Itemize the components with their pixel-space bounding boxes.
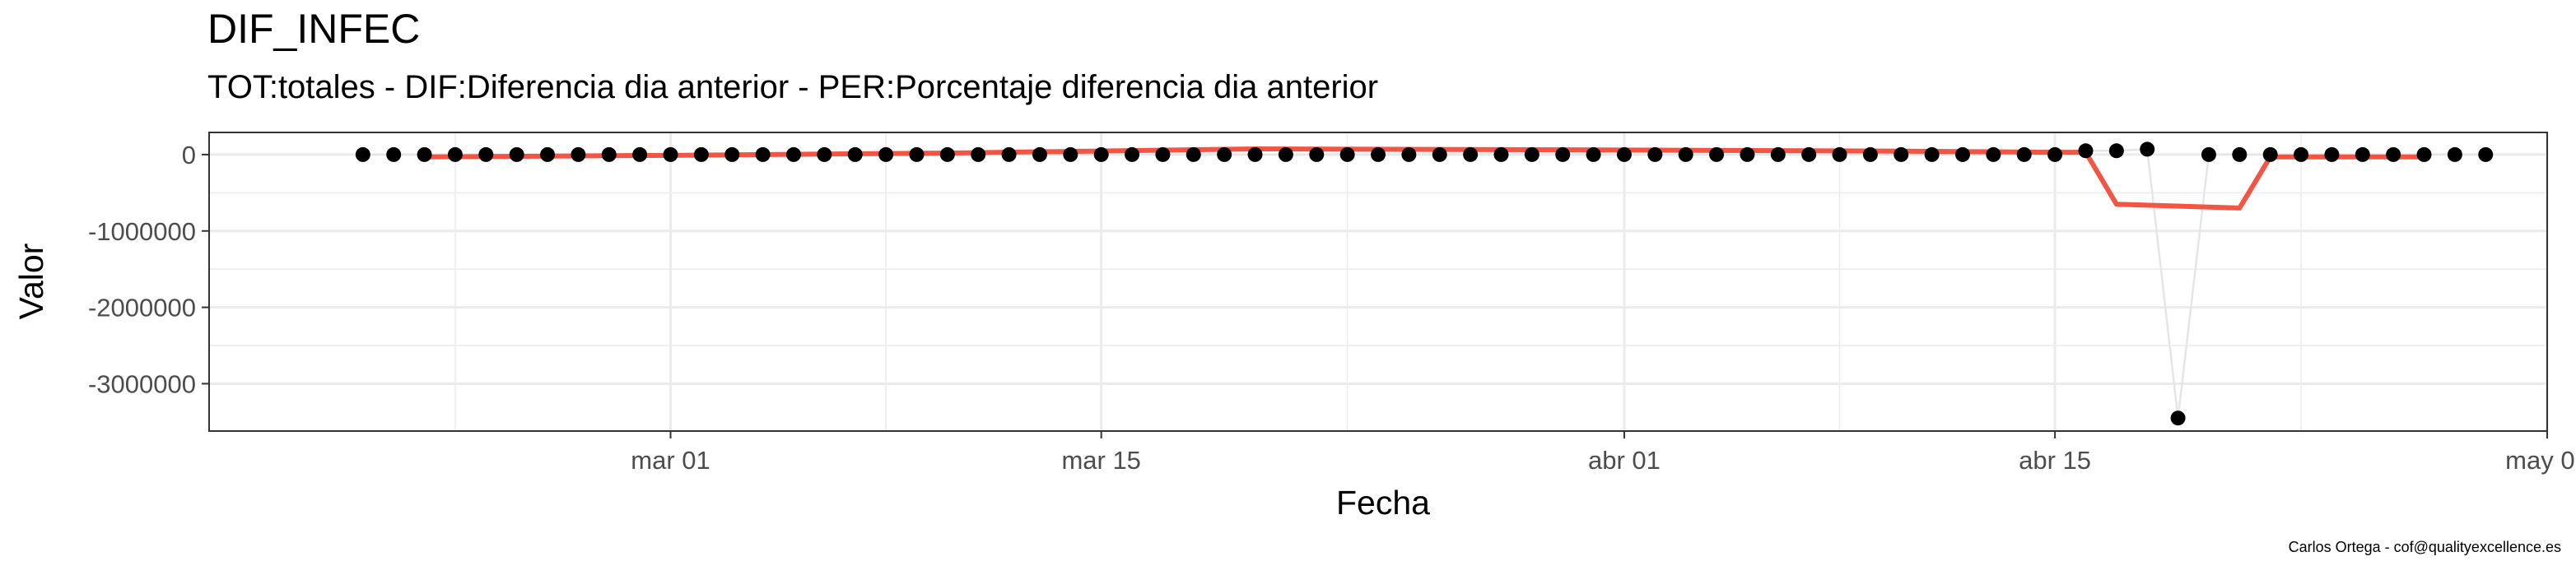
data-point <box>1955 146 1970 162</box>
data-point <box>2478 146 2494 162</box>
y-tick-label: 0 <box>182 141 196 169</box>
data-point <box>540 146 556 162</box>
data-point <box>1032 146 1047 162</box>
x-tick-label: abr 15 <box>2019 446 2091 475</box>
y-tick-label: -3000000 <box>88 369 196 398</box>
data-point <box>1986 146 2001 162</box>
data-point <box>1432 146 1447 162</box>
data-point <box>909 146 925 162</box>
data-point <box>939 146 955 162</box>
data-point <box>1063 146 1078 162</box>
x-tick-label: may 01 <box>2505 446 2576 475</box>
data-point <box>1125 146 1140 162</box>
data-point <box>355 146 370 162</box>
data-point <box>417 146 432 162</box>
data-point <box>693 146 709 162</box>
series-smooth-line <box>422 146 2427 211</box>
data-point <box>571 146 586 162</box>
chart-title: DIF_INFEC <box>207 6 421 52</box>
data-point <box>1862 146 1878 162</box>
data-point <box>1247 146 1263 162</box>
data-point <box>2016 146 2032 162</box>
data-point <box>786 146 801 162</box>
data-point <box>386 146 402 162</box>
data-point <box>1740 146 1755 162</box>
x-tick-label: abr 01 <box>1588 446 1661 475</box>
data-point <box>1770 146 1786 162</box>
data-point <box>509 146 524 162</box>
data-point <box>2170 410 2186 426</box>
data-point <box>1647 146 1663 162</box>
data-point <box>2047 146 2063 162</box>
x-axis: mar 01 mar 15 abr 01 abr 15 may 01 <box>631 431 2576 475</box>
x-tick-label: mar 15 <box>1061 446 1140 475</box>
data-point <box>1309 146 1325 162</box>
grid-major <box>209 132 2549 431</box>
data-point <box>1401 146 1417 162</box>
data-point <box>1678 146 1693 162</box>
data-point <box>724 146 740 162</box>
data-point <box>755 146 771 162</box>
data-point <box>1801 146 1817 162</box>
data-point <box>601 146 617 162</box>
data-point <box>2140 141 2155 157</box>
data-point <box>1371 146 1386 162</box>
data-point <box>1555 146 1571 162</box>
data-point <box>2324 146 2340 162</box>
data-point <box>2108 143 2124 159</box>
y-axis: 0 -1000000 -2000000 -3000000 <box>88 141 209 398</box>
data-point <box>2078 143 2094 159</box>
data-point <box>1463 146 1479 162</box>
data-point <box>632 146 648 162</box>
data-point <box>847 146 863 162</box>
data-point <box>1001 146 1017 162</box>
thin-line <box>362 148 2486 419</box>
data-point <box>663 146 678 162</box>
data-point <box>1524 146 1540 162</box>
y-axis-title: Valor <box>12 243 50 320</box>
data-point <box>878 146 894 162</box>
data-point <box>1339 146 1355 162</box>
panel-border <box>208 132 2548 432</box>
series-thin-line <box>362 148 2486 419</box>
x-tick-label: mar 01 <box>631 446 710 475</box>
y-tick-label: -2000000 <box>88 294 196 322</box>
data-point <box>1894 146 1909 162</box>
data-point <box>1493 146 1509 162</box>
data-point <box>2386 146 2401 162</box>
data-point <box>1616 146 1632 162</box>
y-tick-label: -1000000 <box>88 217 196 246</box>
data-point <box>1924 146 1940 162</box>
x-axis-title: Fecha <box>1336 484 1430 522</box>
data-point <box>1709 146 1725 162</box>
data-point <box>1186 146 1201 162</box>
data-point <box>1586 146 1601 162</box>
grid-minor <box>209 132 2547 431</box>
data-point <box>447 146 463 162</box>
data-point <box>2355 146 2370 162</box>
data-point <box>1217 146 1232 162</box>
data-point <box>1832 146 1847 162</box>
data-point <box>2447 146 2462 162</box>
data-point <box>971 146 986 162</box>
data-point <box>478 146 494 162</box>
data-point <box>1093 146 1109 162</box>
chart-caption: Carlos Ortega - cof@qualityexcellence.es <box>2288 539 2561 555</box>
data-point <box>2416 146 2432 162</box>
data-point <box>2232 146 2248 162</box>
data-point <box>2201 146 2216 162</box>
data-point <box>2262 146 2278 162</box>
series-points <box>355 141 2494 426</box>
data-point <box>1155 146 1171 162</box>
data-point <box>2294 146 2309 162</box>
data-point <box>817 146 832 162</box>
chart-subtitle: TOT:totales - DIF:Diferencia dia anterio… <box>207 69 1379 105</box>
smooth-line <box>422 146 2427 211</box>
data-point <box>1278 146 1293 162</box>
